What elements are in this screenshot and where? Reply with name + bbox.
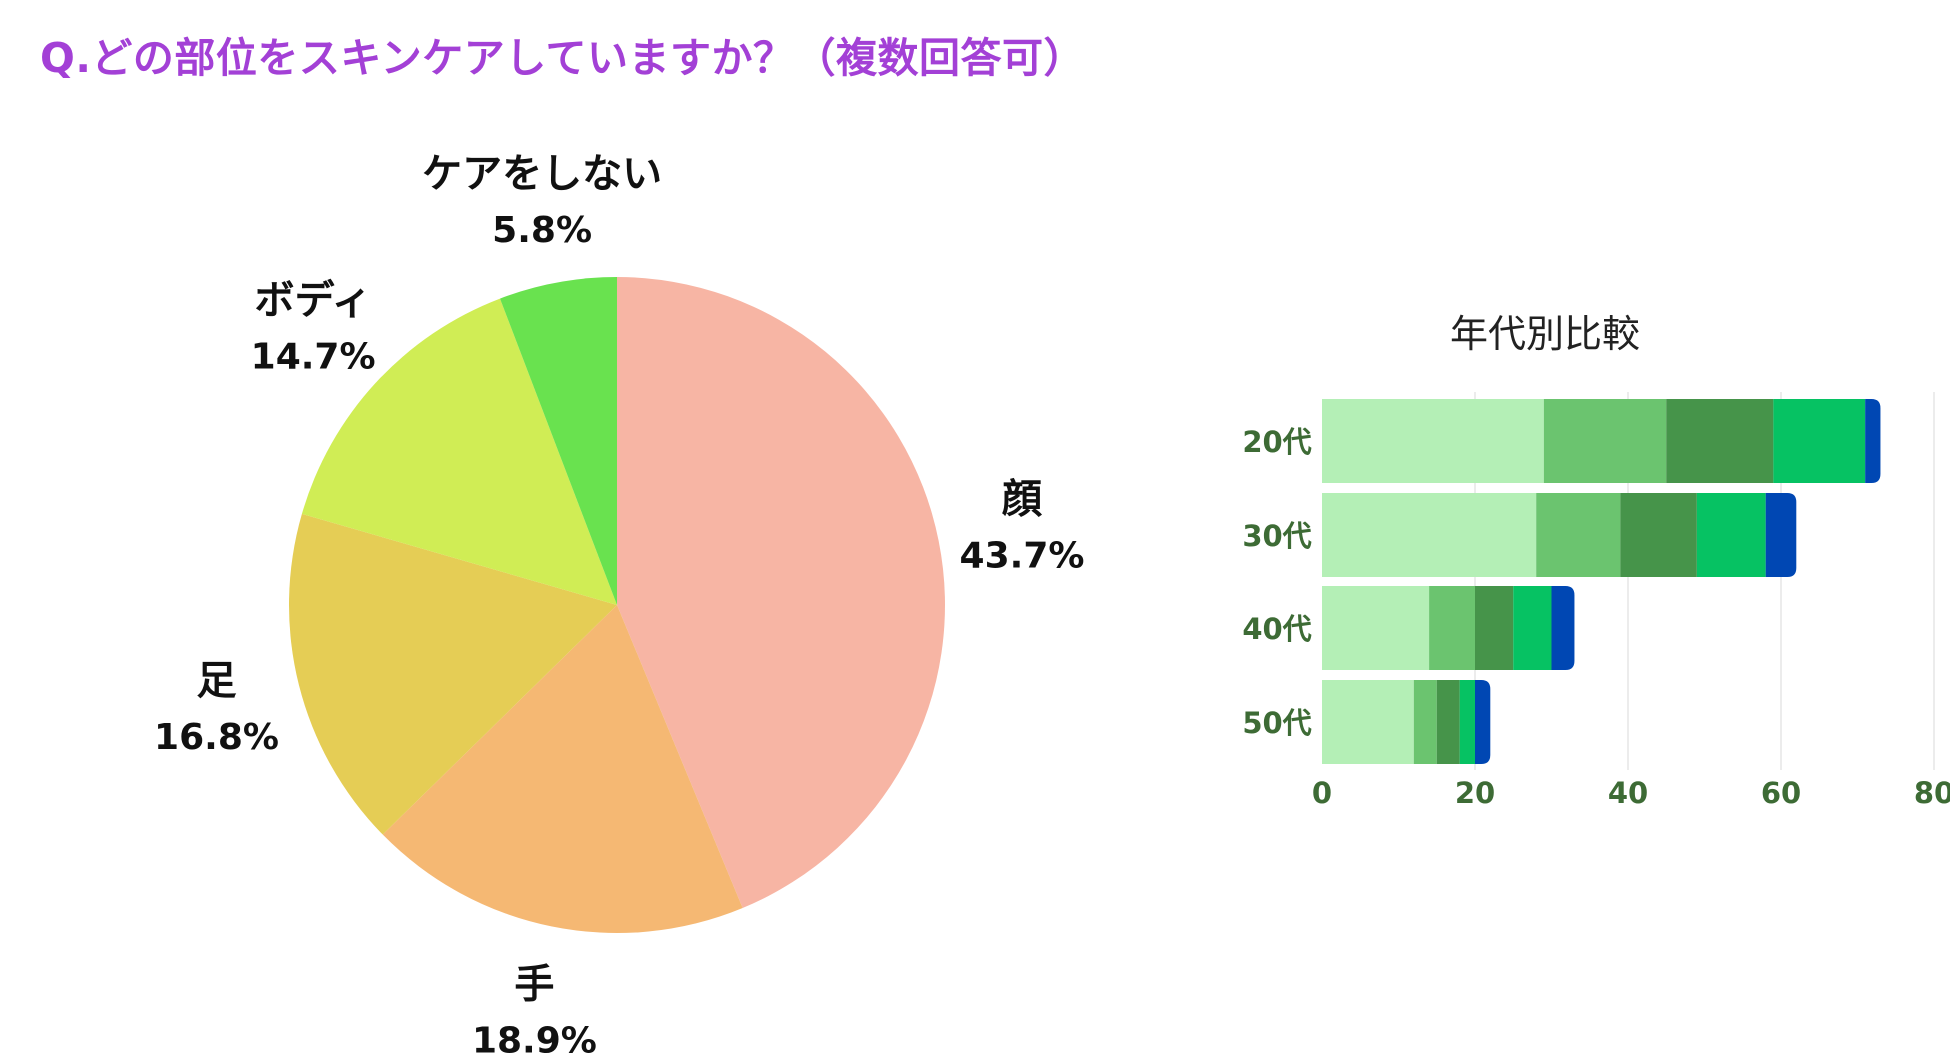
pie-label-face: 顔 — [1002, 476, 1042, 522]
bar-segments — [1322, 399, 1881, 764]
pie-slice-feet — [289, 513, 617, 835]
pie-label-body: ボディ — [254, 277, 371, 323]
x-tick-label: 80 — [1914, 776, 1950, 810]
category-labels: 20代 30代 40代 50代 — [1242, 425, 1311, 740]
bar-segment — [1543, 399, 1667, 483]
bar-segment — [1413, 680, 1437, 764]
pie-value-body: 14.7% — [251, 336, 376, 377]
bar-segment — [1322, 586, 1430, 670]
pie-value-feet: 16.8% — [154, 717, 279, 758]
bar-segment — [1322, 680, 1414, 764]
x-tick-label: 60 — [1761, 776, 1801, 810]
x-tick-label: 40 — [1608, 776, 1648, 810]
bar-segment — [1322, 399, 1544, 483]
pie-value-no-care: 5.8% — [492, 210, 592, 251]
category-label: 20代 — [1242, 425, 1311, 459]
pie-label-feet: 足 — [197, 658, 237, 704]
bar-segment — [1666, 399, 1774, 483]
bar-segment — [1459, 680, 1475, 764]
page-title: Q.どの部位をスキンケアしていますか？（複数回答可） — [40, 34, 1085, 82]
stacked-bar-chart: 年代別比較 20代 30代 40代 50代 0 20 40 60 80 — [1242, 312, 1950, 810]
pie-slices — [289, 277, 945, 933]
bar-segment — [1429, 586, 1475, 670]
pie-label-no-care: ケアをしない — [422, 151, 662, 197]
bar-segment — [1773, 399, 1866, 483]
x-tick-label: 20 — [1455, 776, 1495, 810]
bar-segment — [1620, 493, 1697, 577]
bar-segment — [1865, 399, 1881, 483]
bar-segment — [1475, 680, 1491, 764]
pie-labels: 顔 43.7% 手 18.9% 足 16.8% ボディ 14.7% ケアをしない 5.8% — [154, 151, 1084, 1062]
bar-segment — [1696, 493, 1766, 577]
bar-segment — [1536, 493, 1621, 577]
pie-slice-body — [301, 298, 617, 605]
bar-segment — [1551, 586, 1575, 670]
bar-segment — [1513, 586, 1552, 670]
pie-value-face: 43.7% — [960, 535, 1085, 576]
category-label: 50代 — [1242, 706, 1311, 740]
pie-slice-face — [617, 277, 945, 908]
pie-slice-hands — [382, 605, 743, 933]
category-label: 30代 — [1242, 519, 1311, 553]
bar-segment — [1765, 493, 1797, 577]
x-tick-label: 0 — [1312, 776, 1332, 810]
pie-chart: 顔 43.7% 手 18.9% 足 16.8% ボディ 14.7% ケアをしない 5.8% — [154, 151, 1084, 1062]
bar-segment — [1322, 493, 1537, 577]
pie-value-hands: 18.9% — [472, 1021, 597, 1062]
bar-chart-title: 年代別比較 — [1450, 312, 1640, 356]
pie-slice-no-care — [499, 277, 617, 605]
pie-label-hands: 手 — [514, 962, 554, 1008]
bar-segment — [1475, 586, 1514, 670]
category-label: 40代 — [1242, 612, 1311, 646]
bar-segment — [1436, 680, 1460, 764]
x-tick-labels: 0 20 40 60 80 — [1312, 776, 1950, 810]
